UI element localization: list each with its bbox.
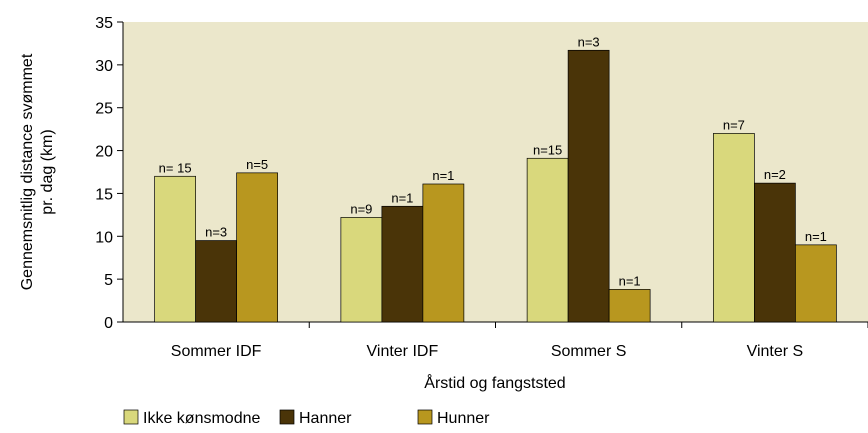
sample-label: n= 15 [159,160,192,175]
x-tick-label: Vinter S [747,343,804,360]
legend-swatch [279,409,295,425]
bar [713,133,755,323]
y-tick-label: 10 [95,229,113,246]
sample-label: n=1 [432,168,454,183]
bar [795,244,837,323]
bar [236,172,278,323]
legend-label: Hanner [299,410,352,427]
y-tick-label: 0 [104,315,113,332]
sample-label: n=3 [205,225,227,240]
sample-label: n=5 [246,157,268,172]
y-tick-label: 30 [95,58,113,75]
sample-label: n=15 [533,142,562,157]
x-axis-label: Årstid og fangststed [424,373,565,392]
sample-label: n=3 [578,34,600,49]
y-tick-label: 15 [95,186,113,203]
sample-label: n=7 [723,117,745,132]
bar [608,289,651,323]
legend-swatch [417,409,433,425]
bar [526,157,569,323]
bar [154,175,196,323]
bar [340,217,383,323]
bar [567,49,610,323]
y-axis-label: pr. dag (km) [39,129,56,214]
x-tick-label: Sommer S [551,343,627,360]
x-tick-label: Vinter IDF [367,343,439,360]
legend-swatch [123,409,139,425]
y-tick-label: 5 [104,272,113,289]
sample-label: n=1 [805,229,827,244]
y-tick-label: 35 [95,15,113,32]
bar [195,240,237,323]
sample-label: n=2 [764,167,786,182]
bar [754,182,796,323]
y-axis-label: Gennemsnitlig distance svømmet [19,53,36,290]
sample-label: n=1 [619,273,641,288]
bar [381,205,424,323]
bar [422,183,465,323]
legend-label: Ikke kønsmodne [143,410,260,427]
y-tick-label: 25 [95,101,113,118]
sample-label: n=1 [391,190,413,205]
sample-label: n=9 [350,201,372,216]
y-tick-label: 20 [95,144,113,161]
x-tick-label: Sommer IDF [171,343,262,360]
legend-label: Hunner [437,410,490,427]
